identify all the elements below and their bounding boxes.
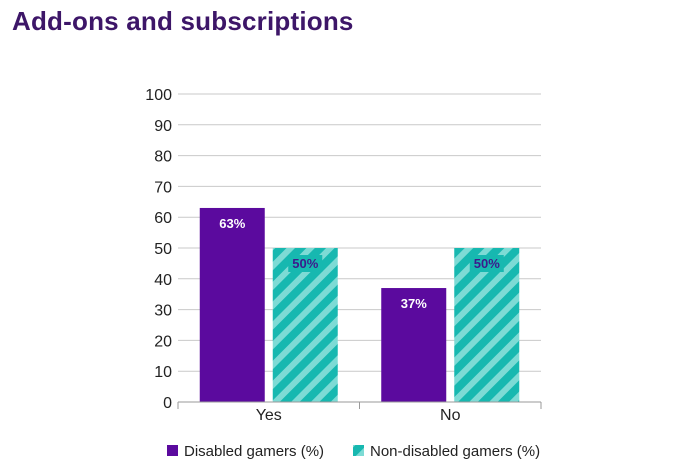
legend-swatch <box>167 445 178 456</box>
bar-yes-series-1 <box>199 207 265 402</box>
y-tick-label: 20 <box>154 333 172 350</box>
bar-no-series-1 <box>381 288 447 402</box>
y-tick-label: 30 <box>154 303 172 320</box>
y-tick-label: 100 <box>145 87 172 104</box>
data-label: 63% <box>219 216 245 231</box>
data-label-background <box>288 255 323 272</box>
bars <box>199 207 520 402</box>
legend-swatch <box>353 445 364 456</box>
y-tick-label: 90 <box>154 118 172 135</box>
x-tick-label: No <box>440 407 461 424</box>
y-tick-label: 50 <box>154 241 172 258</box>
x-axis: Yes No <box>177 401 542 424</box>
data-label: 50% <box>474 256 500 271</box>
y-axis: 0 10 20 30 40 50 60 70 80 90 100 <box>145 87 172 412</box>
y-tick-label: 70 <box>154 179 172 196</box>
data-label-background <box>469 255 504 272</box>
y-tick-label: 40 <box>154 272 172 289</box>
y-tick-label: 80 <box>154 149 172 166</box>
legend-label: Disabled gamers (%) <box>184 443 324 460</box>
page-title: Add-ons and subscriptions <box>12 6 354 36</box>
legend: Disabled gamers (%) Non-disabled gamers (… <box>167 443 540 460</box>
data-label: 50% <box>292 256 318 271</box>
x-tick-label: Yes <box>256 407 282 424</box>
bar-no-series-2 <box>454 248 520 402</box>
data-label: 37% <box>401 296 427 311</box>
y-tick-label: 60 <box>154 210 172 227</box>
y-tick-label: 0 <box>163 395 172 412</box>
bar-yes-series-2 <box>272 248 338 402</box>
y-tick-label: 10 <box>154 364 172 381</box>
legend-label: Non-disabled gamers (%) <box>370 443 540 460</box>
data-labels: 63% 50% 37% 50% <box>219 216 504 311</box>
